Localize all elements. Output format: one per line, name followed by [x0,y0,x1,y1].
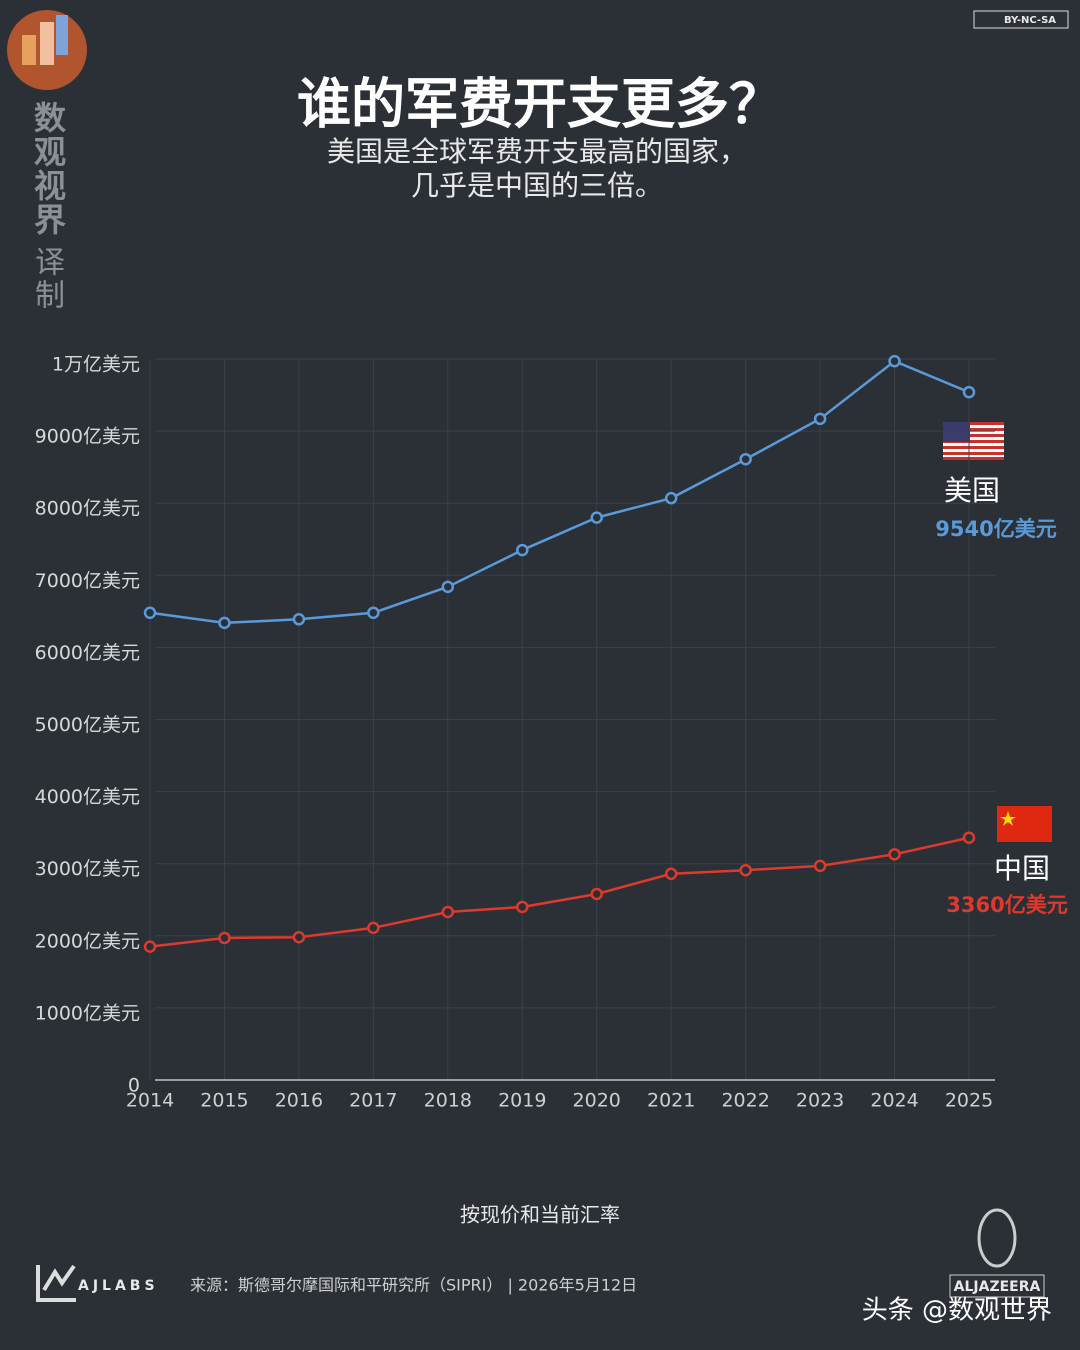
chart-subtitle: 美国是全球军费开支最高的国家， [327,135,747,168]
x-tick-label: 2019 [498,1090,546,1112]
point [516,543,529,557]
brand-char: 制 [35,279,65,314]
point [739,452,752,466]
network-logo [977,1208,1017,1268]
network-box [949,1274,1045,1298]
network-name: ALJAZEERA [954,1279,1041,1295]
series-label: 美国 [944,474,1000,507]
point [143,940,157,953]
value-label: 9540亿美元 [935,517,1056,541]
brand-char: 译 [35,246,65,281]
line [149,359,970,625]
license-box [973,10,1069,29]
point [292,930,306,944]
value-label: 3360亿美元 [946,893,1067,917]
x-tick-label: 2018 [424,1090,472,1112]
brand-char: 观 [34,133,66,171]
y-tick-label: 9000亿美元 [35,426,140,448]
china-flag [997,806,1052,842]
point [888,848,901,861]
brand-char: 界 [34,201,66,239]
y-tick-label: 7000亿美元 [35,570,140,592]
x-tick-label: 2021 [647,1090,695,1112]
y-tick-label: 5000亿美元 [35,714,140,736]
point [590,511,603,524]
logo-icon [56,15,68,55]
y-tick-label: 1000亿美元 [35,1002,140,1024]
y-tick-label: 0 [128,1075,140,1097]
point [962,385,976,399]
point [367,921,380,935]
logo-icon [22,35,36,65]
point [218,931,231,945]
line [149,836,970,948]
point [962,831,976,844]
x-tick-label: 2016 [275,1090,323,1112]
y-tick-label: 4000亿美元 [35,786,140,808]
point [888,354,901,368]
chart-subtitle: 几乎是中国的三倍。 [411,169,663,202]
point [590,887,603,901]
logo-icon [40,22,54,65]
y-tick-label: 2000亿美元 [35,930,140,952]
point [441,905,455,919]
point [143,606,157,620]
axis-note: 按现价和当前汇率 [460,1203,620,1227]
point [739,863,752,877]
point [813,412,827,426]
x-tick-label: 2022 [721,1090,769,1112]
point [516,900,529,914]
y-tick-label: 8000亿美元 [35,498,140,520]
lab-logo [36,1264,76,1302]
point [664,491,678,505]
license: BY-NC-SA [1004,15,1056,26]
x-tick-label: 2023 [796,1090,844,1112]
source: 来源：斯德哥尔摩国际和平研究所（SIPRI） | 2026年5月12日 [190,1276,637,1295]
lab-name: AJLABS [78,1278,159,1294]
point [367,606,380,620]
watermark: 头条 @数观世界 [862,1296,1052,1326]
x-tick-label: 2024 [870,1090,918,1112]
point [218,616,231,630]
x-tick-label: 2015 [200,1090,248,1112]
us-flag [943,422,1004,460]
x-tick-label: 2014 [126,1090,174,1112]
brand-char: 数 [34,99,67,137]
brand-char: 视 [34,167,66,205]
x-tick-label: 2025 [945,1090,993,1112]
y-tick-label: 3000亿美元 [35,858,140,880]
point [664,867,678,881]
series-label: 中国 [994,852,1050,885]
point [813,859,827,873]
point [292,613,306,626]
x-tick-label: 2017 [349,1090,397,1112]
y-tick-label: 1万亿美元 [52,354,140,376]
x-tick-label: 2020 [573,1090,621,1112]
y-tick-label: 6000亿美元 [35,642,140,664]
point [441,580,455,594]
chart-title: 谁的军费开支更多？ [297,73,783,136]
